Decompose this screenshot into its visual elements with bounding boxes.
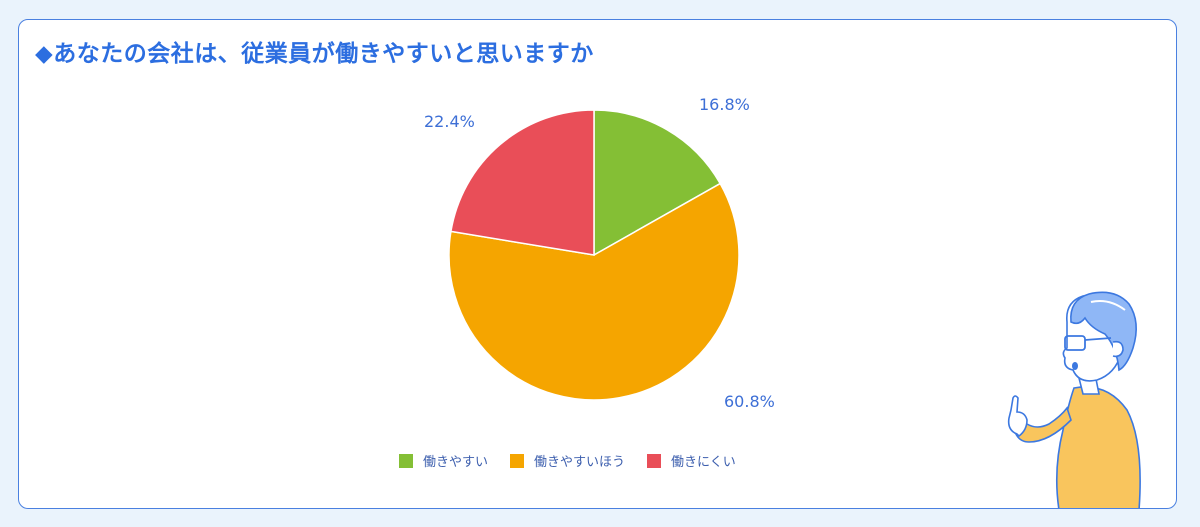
- legend-swatch-hard: [647, 453, 662, 468]
- pointing-man-illustration: [1007, 291, 1141, 508]
- pie-slice-somewhat-easy: [448, 182, 740, 401]
- legend-item-hard: 働きにくい: [647, 451, 736, 470]
- pie-chart: 16.8% 60.8% 22.4%: [424, 95, 775, 411]
- pie-slice-hard: [450, 109, 595, 256]
- legend-label-hard: 働きにくい: [671, 455, 736, 470]
- legend-swatch-somewhat-easy: [510, 453, 525, 468]
- legend-label-easy: 働きやすい: [423, 455, 489, 470]
- pie-slice-easy: [593, 109, 722, 257]
- page-title: ◆あなたの会社は、従業員が働きやすいと思いますか: [35, 41, 594, 67]
- legend-item-easy: 働きやすい: [399, 451, 488, 470]
- data-label-hard: 22.4%: [424, 112, 475, 131]
- data-label-easy: 16.8%: [699, 95, 750, 114]
- data-label-somewhat-easy: 60.8%: [724, 392, 775, 411]
- legend-item-somewhat-easy: 働きやすいほう: [510, 451, 625, 470]
- chart-card: ◆あなたの会社は、従業員が働きやすいと思いますか 16.8% 60.8% 22.4%…: [18, 19, 1177, 509]
- legend-label-somewhat-easy: 働きやすいほう: [534, 455, 626, 470]
- legend-swatch-easy: [399, 453, 413, 468]
- chart-legend: 働きやすい 働きやすいほう 働きにくい: [399, 451, 736, 470]
